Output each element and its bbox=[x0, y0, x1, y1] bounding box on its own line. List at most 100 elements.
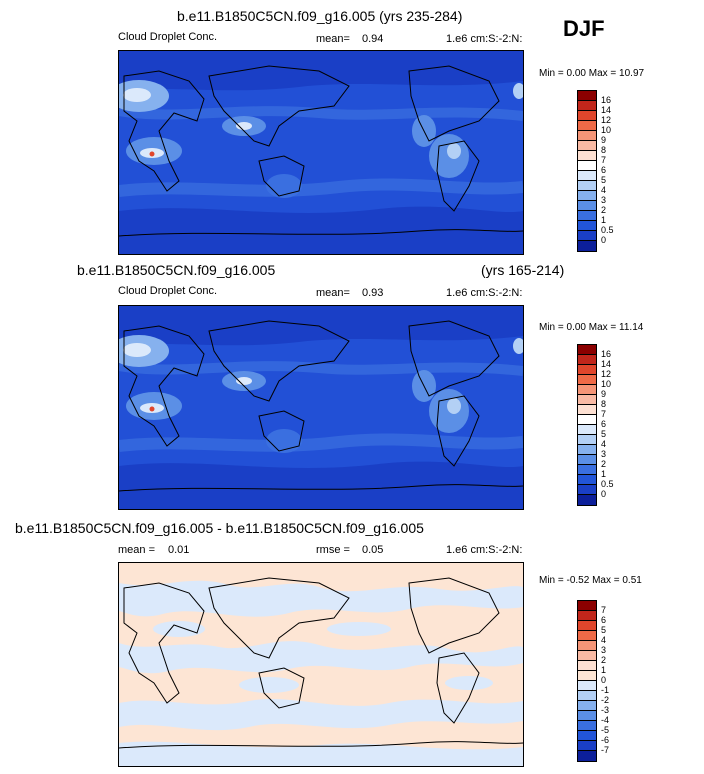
colorbar-swatch bbox=[578, 131, 596, 141]
colorbar-tick-label: 4 bbox=[601, 634, 607, 645]
colorbar-swatch bbox=[578, 101, 596, 111]
colorbar-tick-label: 1 bbox=[601, 664, 607, 675]
colorbar-swatch bbox=[578, 345, 596, 355]
colorbar-swatch bbox=[578, 741, 596, 751]
panel2-title-right: (yrs 165-214) bbox=[481, 262, 565, 278]
colorbar-tick-label: 7 bbox=[601, 604, 607, 615]
colorbar-swatch bbox=[578, 671, 596, 681]
colorbar-tick-label: 3 bbox=[601, 194, 607, 205]
colorbar-swatch bbox=[578, 221, 596, 231]
colorbar-swatch bbox=[578, 621, 596, 631]
colorbar-swatch bbox=[578, 641, 596, 651]
colorbar-swatch bbox=[578, 435, 596, 445]
colorbar-swatch bbox=[578, 701, 596, 711]
colorbar-tick-label: 3 bbox=[601, 448, 607, 459]
colorbar-swatch bbox=[578, 91, 596, 101]
colorbar-tick-label: 0 bbox=[601, 488, 607, 499]
colorbar-tick-label: 12 bbox=[601, 368, 612, 379]
colorbar-tick-label: 5 bbox=[601, 174, 607, 185]
colorbar-swatch bbox=[578, 711, 596, 721]
colorbar-tick-label: 9 bbox=[601, 134, 607, 145]
panel3-mean-label: mean = bbox=[118, 544, 155, 556]
panel2-variable: Cloud Droplet Conc. bbox=[118, 285, 218, 297]
panel1-units: 1.e6 cm:S:-2:N: bbox=[446, 33, 523, 45]
colorbar-tick-label: 4 bbox=[601, 184, 607, 195]
panel1-colorbar-labels: 16 14 12 10 9 8 7 6 5 4 3 2 1 0.5 0 bbox=[601, 90, 641, 250]
colorbar-swatch bbox=[578, 151, 596, 161]
colorbar-swatch bbox=[578, 485, 596, 495]
colorbar-tick-label: 7 bbox=[601, 154, 607, 165]
panel3-units: 1.e6 cm:S:-2:N: bbox=[446, 544, 523, 556]
season-label: DJF bbox=[563, 16, 605, 41]
colorbar-swatch bbox=[578, 241, 596, 251]
colorbar-swatch bbox=[578, 751, 596, 761]
colorbar-swatch bbox=[578, 111, 596, 121]
colorbar-tick-label: 1 bbox=[601, 468, 607, 479]
colorbar-swatch bbox=[578, 181, 596, 191]
colorbar-tick-label: 5 bbox=[601, 624, 607, 635]
colorbar-swatch bbox=[578, 651, 596, 661]
panel2-minmax: Min = 0.00 Max = 11.14 bbox=[539, 322, 644, 333]
colorbar-swatch bbox=[578, 355, 596, 365]
colorbar-swatch bbox=[578, 365, 596, 375]
panel3-rmse-value: 0.05 bbox=[362, 544, 384, 556]
colorbar-tick-label: 14 bbox=[601, 358, 612, 369]
colorbar-swatch bbox=[578, 171, 596, 181]
colorbar-tick-label: 0.5 bbox=[601, 478, 614, 489]
colorbar-tick-label: -2 bbox=[601, 694, 610, 705]
colorbar-tick-label: 6 bbox=[601, 164, 607, 175]
panel1-map-svg bbox=[119, 51, 523, 254]
panel2-map bbox=[118, 305, 524, 510]
colorbar-tick-label: 0 bbox=[601, 674, 607, 685]
colorbar-tick-label: -5 bbox=[601, 724, 610, 735]
colorbar-tick-label: 0 bbox=[601, 234, 607, 245]
panel3-map-svg bbox=[119, 563, 523, 766]
colorbar-tick-label: 12 bbox=[601, 114, 612, 125]
colorbar-swatch bbox=[578, 691, 596, 701]
panel2-mean-value: 0.93 bbox=[362, 287, 384, 299]
colorbar-swatch bbox=[578, 681, 596, 691]
colorbar-swatch bbox=[578, 395, 596, 405]
panel1-minmax: Min = 0.00 Max = 10.97 bbox=[539, 68, 645, 79]
colorbar-swatch bbox=[578, 611, 596, 621]
colorbar-swatch bbox=[578, 455, 596, 465]
colorbar-swatch bbox=[578, 731, 596, 741]
panel1-mean-value: 0.94 bbox=[362, 33, 384, 45]
colorbar-swatch bbox=[578, 601, 596, 611]
colorbar-tick-label: 10 bbox=[601, 378, 612, 389]
panel3-mean-value: 0.01 bbox=[168, 544, 190, 556]
panel3-title: b.e11.B1850C5CN.f09_g16.005 - b.e11.B185… bbox=[15, 520, 424, 536]
colorbar-tick-label: 5 bbox=[601, 428, 607, 439]
colorbar-swatch bbox=[578, 721, 596, 731]
colorbar-tick-label: -1 bbox=[601, 684, 610, 695]
colorbar-tick-label: 7 bbox=[601, 408, 607, 419]
colorbar-tick-label: 2 bbox=[601, 204, 607, 215]
panel3-map bbox=[118, 562, 524, 767]
panel2-colorbar-labels: 16 14 12 10 9 8 7 6 5 4 3 2 1 0.5 0 bbox=[601, 344, 641, 504]
colorbar-swatch bbox=[578, 495, 596, 505]
colorbar-tick-label: 16 bbox=[601, 94, 612, 105]
panel2-units: 1.e6 cm:S:-2:N: bbox=[446, 287, 523, 299]
colorbar-tick-label: 4 bbox=[601, 438, 607, 449]
panel3-rmse-label: rmse = bbox=[316, 544, 350, 556]
colorbar-tick-label: -4 bbox=[601, 714, 610, 725]
colorbar-swatch bbox=[578, 375, 596, 385]
colorbar-swatch bbox=[578, 405, 596, 415]
panel1-colorbar bbox=[577, 90, 597, 252]
colorbar-tick-label: 8 bbox=[601, 144, 607, 155]
colorbar-swatch bbox=[578, 445, 596, 455]
panel2-colorbar bbox=[577, 344, 597, 506]
colorbar-tick-label: 3 bbox=[601, 644, 607, 655]
panel3-minmax: Min = -0.52 Max = 0.51 bbox=[539, 575, 642, 586]
colorbar-tick-label: 0.5 bbox=[601, 224, 614, 235]
panel2-mean-label: mean= bbox=[316, 287, 350, 299]
panel2-map-svg bbox=[119, 306, 523, 509]
colorbar-tick-label: 6 bbox=[601, 418, 607, 429]
colorbar-tick-label: 8 bbox=[601, 398, 607, 409]
colorbar-swatch bbox=[578, 191, 596, 201]
panel3-colorbar-labels: 7 6 5 4 3 2 1 0 -1 -2 -3 -4 -5 -6 -7 bbox=[601, 600, 641, 760]
colorbar-tick-label: 16 bbox=[601, 348, 612, 359]
colorbar-swatch bbox=[578, 425, 596, 435]
colorbar-tick-label: 2 bbox=[601, 654, 607, 665]
colorbar-swatch bbox=[578, 121, 596, 131]
